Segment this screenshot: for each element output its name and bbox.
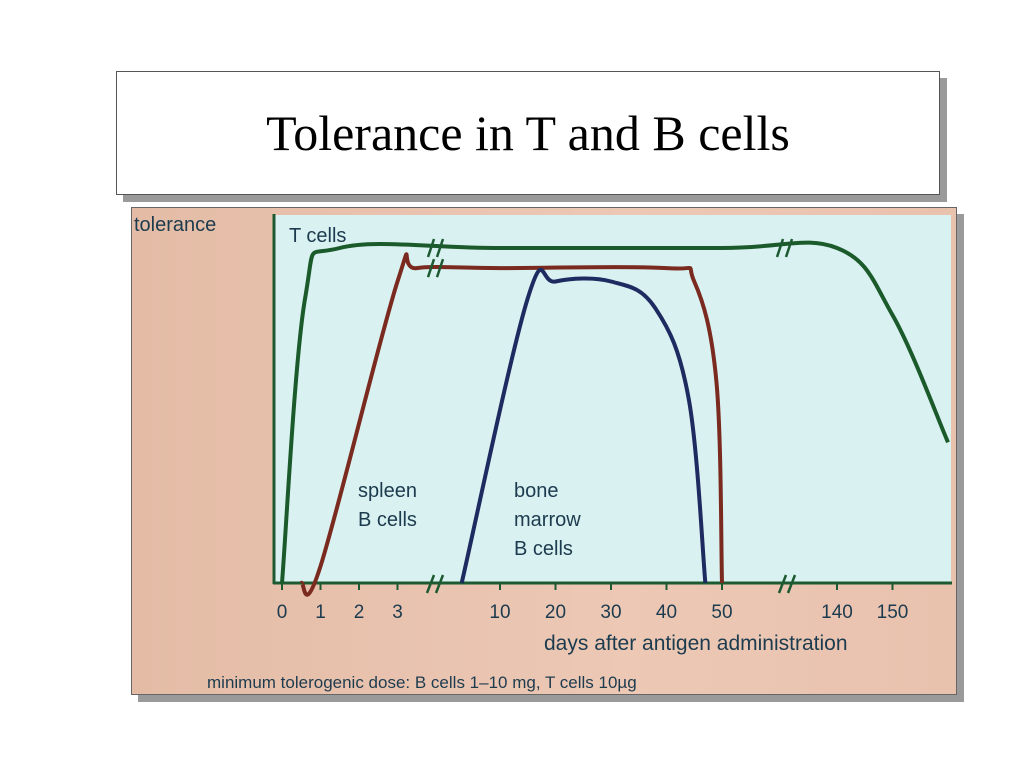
series-line-spleen-B-cells (299, 252, 724, 597)
series-label: marrow (514, 509, 581, 531)
x-tick-label: 1 (315, 602, 326, 623)
x-axis-label: days after antigen administration (544, 632, 848, 655)
series-label: B cells (358, 509, 417, 531)
tolerance-chart: tolerance days after antigen administrat… (134, 214, 952, 692)
slide-title-box: Tolerance in T and B cells (116, 71, 940, 195)
series-label: bone (514, 480, 559, 502)
series-line-T-cells (280, 240, 950, 584)
curve-break-mark (426, 238, 445, 258)
plot-area (274, 215, 951, 583)
x-axis-break-mark (777, 574, 797, 594)
x-tick-label: 140 (821, 602, 853, 623)
footnote: minimum tolerogenic dose: B cells 1–10 m… (207, 673, 637, 692)
x-tick-label: 3 (392, 602, 403, 623)
x-tick-label: 150 (877, 602, 909, 623)
slide-title: Tolerance in T and B cells (266, 105, 790, 161)
series-label: spleen (358, 480, 417, 502)
x-tick-label: 10 (489, 602, 510, 623)
series-label: B cells (514, 538, 573, 560)
x-tick-label: 20 (545, 602, 566, 623)
x-tick-label: 2 (354, 602, 365, 623)
x-tick-label: 50 (711, 602, 732, 623)
y-axis-label: tolerance (134, 214, 216, 236)
tolerance-figure: tolerance days after antigen administrat… (131, 207, 957, 695)
series-label: T cells (289, 225, 346, 247)
x-tick-label: 0 (277, 602, 288, 623)
series-line-bone-marrow-B-cells (459, 268, 708, 584)
x-tick-label: 30 (600, 602, 621, 623)
x-tick-label: 40 (656, 602, 677, 623)
curve-break-mark (775, 238, 794, 258)
curve-break-mark (426, 258, 445, 278)
x-axis-break-mark (425, 574, 445, 594)
